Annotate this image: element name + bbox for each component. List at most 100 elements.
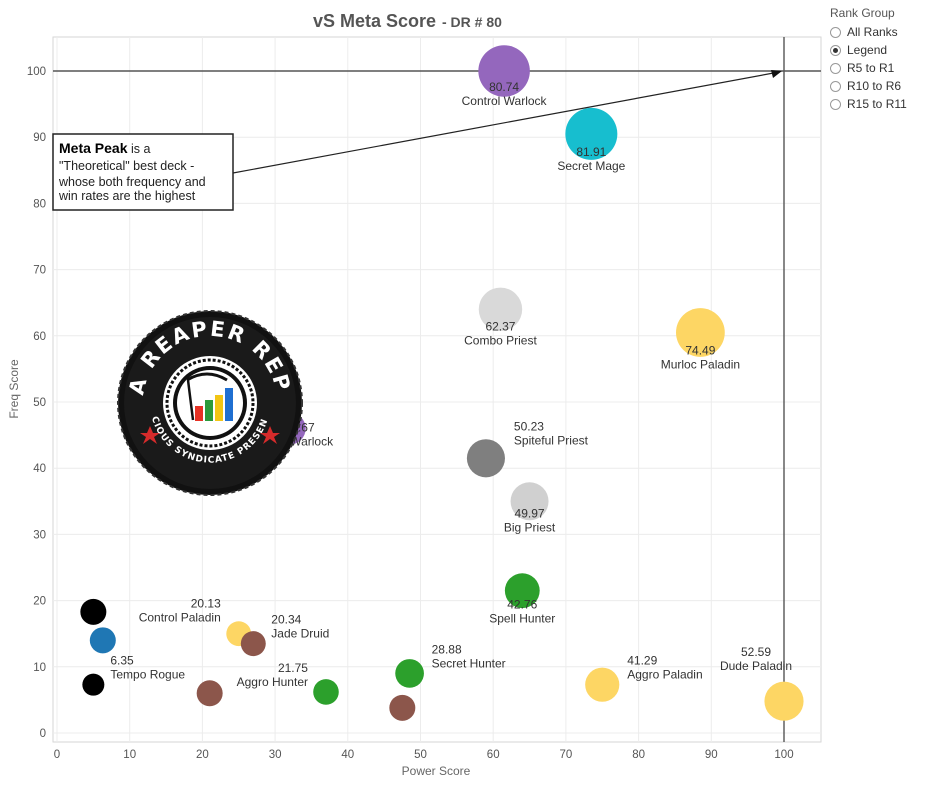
legend-option-r5-to-r1[interactable]: R5 to R1 xyxy=(830,59,924,77)
data-point[interactable] xyxy=(89,627,116,654)
data-point-value: 49.97 xyxy=(515,506,545,520)
data-point-value: 20.34 xyxy=(271,613,301,627)
data-point-value: 41.29 xyxy=(627,654,657,668)
annotation-line-1: Meta Peak is a xyxy=(59,140,150,156)
data-point-name: Spell Hunter xyxy=(489,612,555,626)
data-point-name: Combo Priest xyxy=(464,333,537,347)
y-axis-title: Freq Score xyxy=(7,359,21,419)
legend-option-legend[interactable]: Legend xyxy=(830,41,924,59)
data-point-name: Aggro Hunter xyxy=(237,675,308,689)
data-point-name: Secret Hunter xyxy=(432,656,506,670)
data-point[interactable] xyxy=(676,308,725,357)
annotation-bold: Meta Peak xyxy=(59,140,128,156)
data-point[interactable] xyxy=(565,107,618,160)
data-point[interactable] xyxy=(80,598,107,625)
data-point-value: 42.76 xyxy=(507,598,537,612)
radio-icon[interactable] xyxy=(830,62,841,74)
annotation-text-3: whose both frequency and xyxy=(58,175,206,189)
data-point-value: 20.13 xyxy=(191,597,221,611)
meta-peak-annotation: Meta Peak is a "Theoretical" best deck -… xyxy=(52,70,782,211)
data-point-value: 6.35 xyxy=(110,654,134,668)
x-tick-label: 100 xyxy=(774,749,793,761)
y-tick-label: 40 xyxy=(33,463,46,475)
legend-option-label: Legend xyxy=(847,43,888,57)
data-point-value: 52.59 xyxy=(741,645,771,659)
data-point-value: 50.23 xyxy=(514,419,544,433)
legend-option-label: R15 to R11 xyxy=(847,97,907,111)
y-tick-label: 20 xyxy=(33,596,46,608)
annotation-text-1: is a xyxy=(127,142,150,156)
annotation-text-4: win rates are the highest xyxy=(58,189,196,203)
data-point[interactable] xyxy=(240,631,266,657)
legend-option-label: R10 to R6 xyxy=(847,79,902,93)
annotation-arrow-line xyxy=(232,71,780,174)
data-point-value: 80.74 xyxy=(489,80,519,94)
data-point-name: Aggro Paladin xyxy=(627,668,702,682)
legend-option-r15-to-r11[interactable]: R15 to R11 xyxy=(830,95,924,113)
meta-peak-reference xyxy=(53,37,821,742)
data-point-name: Dude Paladin xyxy=(720,659,792,673)
data-point[interactable] xyxy=(510,482,549,521)
data-point-value: 21.75 xyxy=(278,661,308,675)
x-tick-label: 70 xyxy=(560,749,573,761)
legend-options: All Ranks Legend R5 to R1 R10 to R6 R15 to R… xyxy=(830,23,924,113)
legend-option-r10-to-r6[interactable]: R10 to R6 xyxy=(830,77,924,95)
data-point[interactable] xyxy=(196,680,223,707)
y-tick-label: 100 xyxy=(27,66,46,78)
rank-group-legend: Rank Group All Ranks Legend R5 to R1 R10 to… xyxy=(830,6,924,113)
radio-icon[interactable] xyxy=(830,26,841,38)
annotation-arrowhead xyxy=(771,70,782,78)
data-point-value: 81.91 xyxy=(576,145,606,159)
chart-title: vS Meta Score xyxy=(313,11,436,31)
x-tick-label: 50 xyxy=(414,749,427,761)
data-point[interactable] xyxy=(466,439,505,478)
y-tick-label: 50 xyxy=(33,397,46,409)
y-tick-label: 30 xyxy=(33,529,46,541)
x-tick-label: 30 xyxy=(269,749,282,761)
y-tick-label: 0 xyxy=(40,728,46,740)
axis-ticks: 0 10 20 30 40 50 60 70 80 90 100 0 10 20 30 40 50 60 70 80 9… xyxy=(27,66,794,761)
x-tick-label: 90 xyxy=(705,749,718,761)
data-point-name: Secret Mage xyxy=(557,159,625,173)
radio-icon[interactable] xyxy=(830,80,841,92)
x-tick-label: 80 xyxy=(632,749,645,761)
data-point[interactable] xyxy=(478,45,530,97)
data-point[interactable] xyxy=(395,659,424,688)
data-point[interactable] xyxy=(389,694,416,721)
data-point-name: Jade Druid xyxy=(271,627,329,641)
data-reaper-report-logo: DATA REAPER REPORT VICIOUS SYNDICATE PRE… xyxy=(115,308,303,496)
y-tick-label: 10 xyxy=(33,662,46,674)
data-point-value: 74.49 xyxy=(685,343,715,357)
y-tick-label: 70 xyxy=(33,265,46,277)
data-point-name: Control Paladin xyxy=(139,611,221,625)
x-tick-label: 20 xyxy=(196,749,209,761)
legend-option-all-ranks[interactable]: All Ranks xyxy=(830,23,924,41)
x-tick-label: 0 xyxy=(54,749,60,761)
x-tick-label: 60 xyxy=(487,749,500,761)
x-axis-title: Power Score xyxy=(402,764,471,778)
data-point[interactable] xyxy=(313,679,339,705)
annotation-text-2: "Theoretical" best deck - xyxy=(59,159,194,173)
y-tick-label: 60 xyxy=(33,331,46,343)
data-point[interactable] xyxy=(764,681,804,721)
legend-option-label: All Ranks xyxy=(847,25,898,39)
radio-icon[interactable] xyxy=(830,44,841,56)
radio-icon[interactable] xyxy=(830,98,841,110)
legend-title: Rank Group xyxy=(830,6,895,20)
data-point[interactable] xyxy=(585,667,620,702)
data-point[interactable] xyxy=(478,287,523,332)
legend-option-label: R5 to R1 xyxy=(847,61,895,75)
data-point-name: Spiteful Priest xyxy=(514,433,589,447)
data-point-name: Control Warlock xyxy=(462,94,548,108)
x-tick-label: 40 xyxy=(341,749,354,761)
data-points xyxy=(80,45,804,721)
data-point-name: Tempo Rogue xyxy=(110,668,185,682)
data-point[interactable] xyxy=(504,573,540,609)
data-point-value: 28.88 xyxy=(432,642,462,656)
y-tick-label: 90 xyxy=(33,132,46,144)
data-point[interactable] xyxy=(82,673,105,696)
x-tick-label: 10 xyxy=(123,749,136,761)
y-tick-label: 80 xyxy=(33,198,46,210)
annotation-box xyxy=(52,133,234,211)
